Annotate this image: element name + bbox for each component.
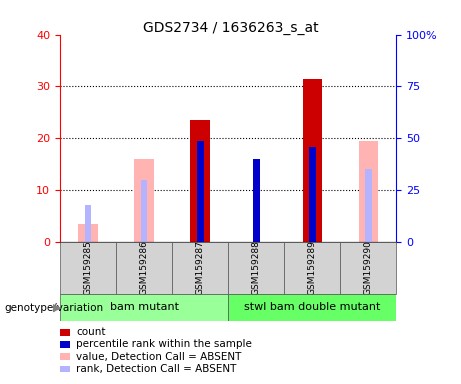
Text: ▶: ▶ [53, 303, 61, 313]
Text: genotype/variation: genotype/variation [5, 303, 104, 313]
Bar [365, 169, 372, 242]
Text: GSM159290: GSM159290 [364, 240, 373, 295]
Text: stwl bam double mutant: stwl bam double mutant [244, 302, 380, 312]
Text: GDS2734 / 1636263_s_at: GDS2734 / 1636263_s_at [143, 21, 318, 35]
Bar [340, 242, 396, 294]
Bar [78, 224, 98, 242]
Bar [228, 294, 396, 321]
Bar [85, 205, 91, 242]
Bar [228, 242, 284, 294]
Text: rank, Detection Call = ABSENT: rank, Detection Call = ABSENT [76, 364, 236, 374]
Bar [359, 141, 378, 242]
Text: bam mutant: bam mutant [110, 302, 178, 312]
Text: GSM159285: GSM159285 [83, 240, 93, 295]
Text: GSM159287: GSM159287 [195, 240, 205, 295]
Bar [309, 147, 316, 242]
Bar [141, 180, 148, 242]
Text: count: count [76, 327, 106, 337]
Bar [197, 141, 203, 242]
Text: percentile rank within the sample: percentile rank within the sample [76, 339, 252, 349]
Bar [302, 79, 322, 242]
Bar [284, 242, 340, 294]
Text: value, Detection Call = ABSENT: value, Detection Call = ABSENT [76, 352, 242, 362]
Bar [253, 159, 260, 242]
Text: GSM159288: GSM159288 [252, 240, 261, 295]
Text: GSM159286: GSM159286 [140, 240, 148, 295]
Bar [116, 242, 172, 294]
Bar [60, 294, 228, 321]
Bar [134, 159, 154, 242]
Text: GSM159289: GSM159289 [308, 240, 317, 295]
Bar [172, 242, 228, 294]
Bar [60, 242, 116, 294]
Bar [190, 120, 210, 242]
